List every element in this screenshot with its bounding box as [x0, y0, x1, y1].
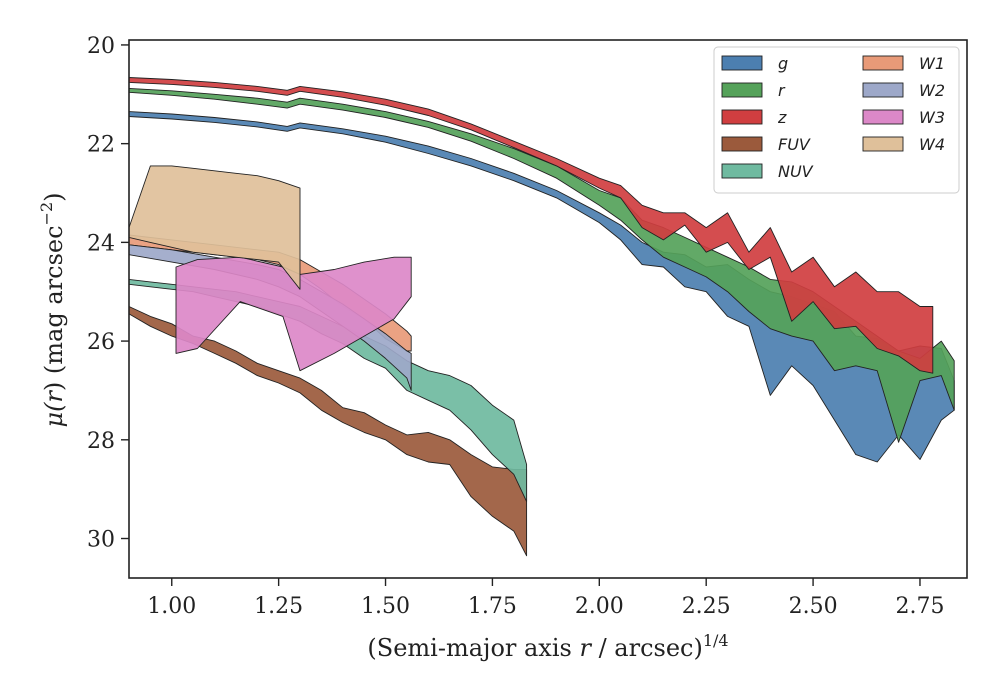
y-tick-label: 22: [87, 133, 115, 158]
legend-label-w4: W4: [919, 135, 945, 154]
x-axis-label-sup: 1/4: [703, 631, 729, 650]
y-tick-label: 24: [87, 231, 115, 256]
legend-swatch-w4: [862, 136, 904, 152]
band-r: [129, 87, 955, 443]
y-tick-label: 26: [87, 330, 115, 355]
legend-swatch-w2: [862, 82, 904, 98]
legend-label-z: z: [777, 108, 787, 127]
y-tick-label: 30: [87, 528, 115, 553]
x-tick-label: 2.25: [682, 594, 731, 619]
y-axis-label-var: r: [40, 390, 68, 403]
x-tick-label: 2.75: [895, 594, 944, 619]
legend-label-w3: W3: [919, 108, 945, 127]
x-tick-label: 1.50: [361, 594, 410, 619]
legend-swatch-r: [721, 82, 763, 98]
legend-label-nuv: NUV: [778, 162, 814, 181]
x-tick-label: 2.50: [789, 594, 838, 619]
y-axis-ticks: 20 22 24 26 28 30: [87, 34, 129, 553]
x-tick-label: 1.75: [468, 594, 517, 619]
legend-swatch-w1: [862, 55, 904, 71]
legend-label-r: r: [778, 81, 786, 100]
band-w4: [129, 165, 301, 290]
band-z: [129, 77, 934, 374]
x-axis-ticks: 1.00 1.25 1.50 1.75 2.00 2.25 2.50 2.75: [147, 578, 944, 619]
legend-swatch-fuv: [721, 136, 763, 152]
x-axis-label-pre: (Semi-major axis: [367, 634, 579, 662]
legend-label-g: g: [778, 54, 788, 73]
plot-frame: [128, 39, 968, 579]
legend-label-w1: W1: [919, 54, 945, 73]
y-tick-label: 20: [87, 34, 115, 59]
x-tick-label: 2.00: [575, 594, 624, 619]
x-axis-label-post: / arcsec): [591, 634, 703, 662]
legend-swatch-z: [721, 109, 763, 125]
band-fuv: [129, 306, 528, 557]
legend-swatch-w3: [862, 109, 904, 125]
y-axis-label-sup: −2: [37, 202, 56, 226]
y-axis-label-post: ): [40, 192, 68, 201]
legend-label-w2: W2: [919, 81, 945, 100]
x-tick-label: 1.25: [254, 594, 303, 619]
legend-label-fuv: FUV: [778, 135, 811, 154]
y-axis-label-mid: ) (mag arcsec: [40, 225, 68, 391]
legend-swatch-nuv: [721, 163, 763, 179]
legend: grz FUV NUV W1 W2 W3 W4: [713, 46, 960, 194]
x-axis-label-var: r: [579, 634, 592, 662]
legend-swatch-g: [721, 55, 763, 71]
y-axis-label-pre: μ(: [40, 402, 68, 428]
y-axis-label: μ(r) (mag arcsec−2): [37, 192, 68, 427]
x-tick-label: 1.00: [147, 594, 196, 619]
x-axis-label: (Semi-major axis r / arcsec)1/4: [367, 631, 728, 662]
y-tick-label: 28: [87, 429, 115, 454]
profile-bands: [129, 77, 955, 557]
